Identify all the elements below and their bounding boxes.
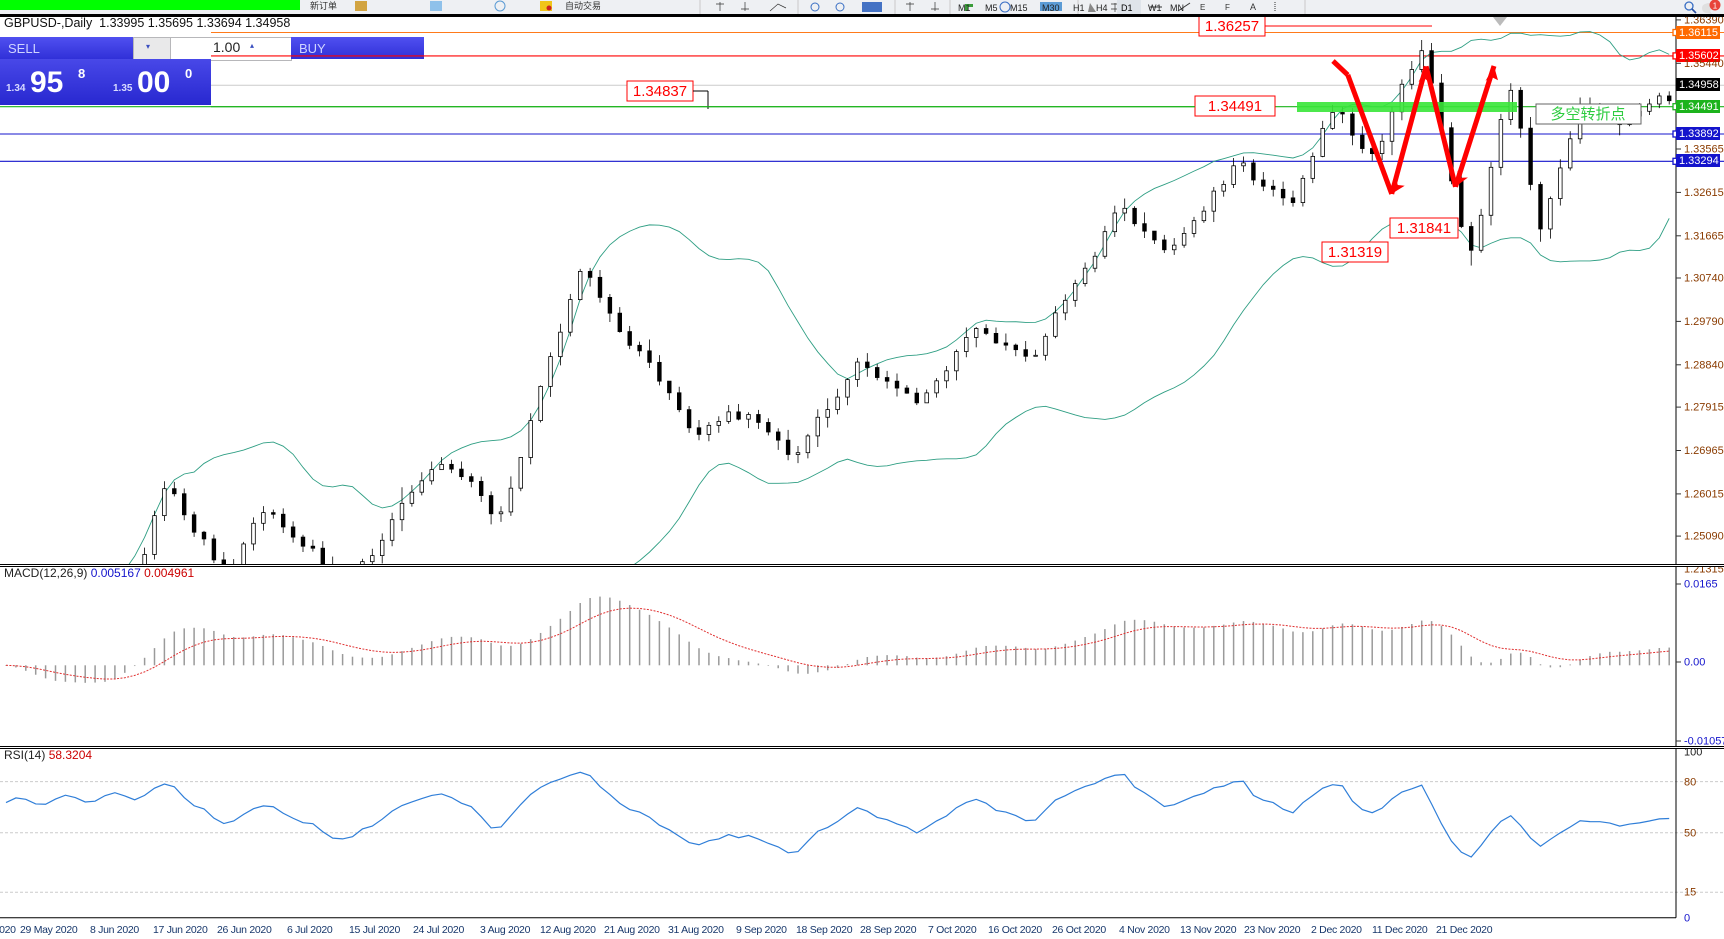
- svg-text:15: 15: [1684, 887, 1696, 899]
- svg-text:1.35440: 1.35440: [1684, 58, 1724, 70]
- svg-text:1.28840: 1.28840: [1684, 359, 1724, 371]
- svg-text:MN: MN: [1170, 3, 1184, 13]
- svg-text:0.0165: 0.0165: [1684, 579, 1718, 591]
- svg-text:M5: M5: [985, 3, 998, 13]
- svg-text:1.32615: 1.32615: [1684, 187, 1724, 199]
- svg-text:1.34491: 1.34491: [1208, 98, 1262, 115]
- svg-text:0.00: 0.00: [1684, 657, 1705, 669]
- svg-text:80: 80: [1684, 777, 1696, 789]
- svg-text:H4: H4: [1096, 3, 1108, 13]
- svg-text:50: 50: [1684, 828, 1696, 840]
- svg-text:1.26015: 1.26015: [1684, 488, 1724, 500]
- svg-text:1.29790: 1.29790: [1684, 316, 1724, 328]
- svg-text:1.25090: 1.25090: [1684, 531, 1724, 543]
- svg-text:1.31319: 1.31319: [1328, 244, 1382, 261]
- svg-text:1.31841: 1.31841: [1397, 220, 1451, 237]
- svg-text:1.36257: 1.36257: [1205, 18, 1259, 35]
- svg-text:1.27915: 1.27915: [1684, 402, 1724, 414]
- svg-text:D1: D1: [1121, 3, 1133, 13]
- svg-text:1.36115: 1.36115: [1679, 27, 1718, 39]
- svg-text:新订单: 新订单: [310, 0, 337, 11]
- svg-text:M15: M15: [1010, 3, 1028, 13]
- svg-text:1.31665: 1.31665: [1684, 230, 1724, 242]
- svg-text:1.33892: 1.33892: [1679, 128, 1719, 140]
- svg-text:H1: H1: [1073, 3, 1085, 13]
- svg-text:1.34958: 1.34958: [1679, 79, 1719, 91]
- svg-text:1.33565: 1.33565: [1684, 144, 1724, 156]
- svg-text:1: 1: [1713, 2, 1718, 11]
- svg-text:1.34491: 1.34491: [1679, 101, 1719, 113]
- svg-text:1.30740: 1.30740: [1684, 273, 1724, 285]
- svg-text:1.34837: 1.34837: [633, 83, 687, 100]
- svg-text:M1: M1: [958, 3, 971, 13]
- svg-text:1.26965: 1.26965: [1684, 445, 1724, 457]
- svg-text:W1: W1: [1148, 3, 1162, 13]
- svg-text:E: E: [1200, 3, 1205, 12]
- svg-text:1.33294: 1.33294: [1679, 155, 1719, 167]
- svg-text:A: A: [1250, 2, 1256, 12]
- svg-text:F: F: [1225, 3, 1230, 12]
- svg-text:自动交易: 自动交易: [565, 0, 601, 11]
- svg-text:多空转折点: 多空转折点: [1550, 106, 1625, 123]
- svg-text:M30: M30: [1042, 3, 1060, 13]
